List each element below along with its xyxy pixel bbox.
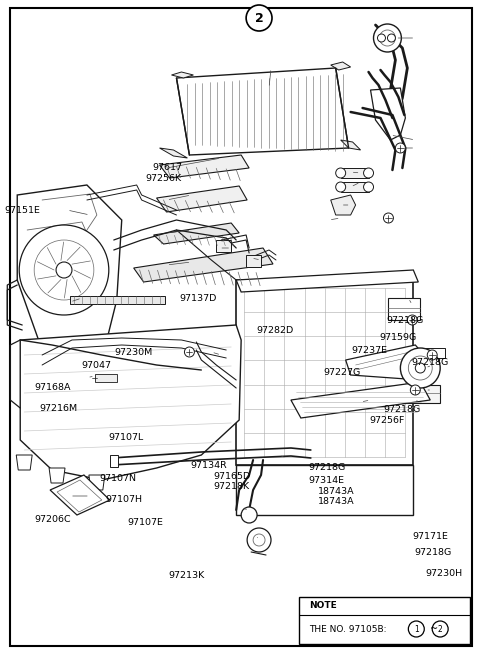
Circle shape	[253, 534, 265, 546]
Polygon shape	[20, 325, 241, 480]
Text: 97137D: 97137D	[180, 294, 217, 303]
Polygon shape	[291, 382, 430, 418]
Circle shape	[387, 34, 396, 42]
Circle shape	[34, 240, 94, 300]
Polygon shape	[17, 185, 122, 370]
Text: 97107N: 97107N	[99, 474, 136, 483]
Bar	[110, 455, 118, 467]
Circle shape	[432, 621, 448, 637]
Text: 97165D: 97165D	[214, 472, 251, 481]
Circle shape	[246, 5, 272, 31]
Text: 97213K: 97213K	[168, 571, 204, 580]
Circle shape	[380, 30, 396, 46]
Text: 97314E: 97314E	[308, 476, 344, 485]
Bar	[236, 465, 413, 515]
Bar	[95, 374, 117, 382]
Bar	[415, 348, 445, 358]
Circle shape	[241, 507, 257, 523]
Text: 97282D: 97282D	[256, 326, 293, 335]
Bar	[236, 280, 413, 465]
Text: 97168A: 97168A	[35, 383, 71, 392]
Polygon shape	[50, 475, 110, 515]
Text: 97047: 97047	[81, 361, 111, 370]
Circle shape	[19, 225, 109, 315]
Text: 97216M: 97216M	[40, 404, 78, 413]
Text: 2: 2	[438, 624, 443, 633]
Text: 97218G: 97218G	[386, 316, 423, 326]
Polygon shape	[156, 186, 247, 212]
Polygon shape	[171, 72, 193, 78]
Text: 1: 1	[414, 624, 419, 633]
Text: 97134R: 97134R	[190, 460, 227, 470]
Bar	[341, 182, 369, 192]
Polygon shape	[346, 345, 430, 380]
Text: 97218G: 97218G	[414, 548, 451, 557]
Bar	[341, 168, 369, 178]
Polygon shape	[133, 248, 273, 282]
Text: 97107L: 97107L	[108, 433, 143, 442]
Polygon shape	[341, 140, 360, 150]
Circle shape	[363, 168, 373, 178]
Polygon shape	[159, 155, 249, 178]
Text: ~: ~	[430, 624, 438, 634]
Polygon shape	[89, 475, 105, 490]
Text: 97218G: 97218G	[308, 463, 345, 472]
Circle shape	[408, 315, 417, 325]
Bar	[388, 298, 420, 320]
Polygon shape	[16, 455, 32, 470]
Bar	[70, 296, 165, 304]
Polygon shape	[49, 468, 65, 483]
Text: NOTE: NOTE	[309, 601, 336, 610]
Bar	[216, 240, 231, 252]
Bar	[400, 385, 440, 403]
Circle shape	[427, 350, 437, 360]
Polygon shape	[331, 62, 350, 70]
Text: 18743A: 18743A	[318, 487, 354, 496]
Circle shape	[373, 24, 401, 52]
Circle shape	[384, 213, 394, 223]
Text: 97227G: 97227G	[324, 367, 361, 377]
Polygon shape	[57, 480, 102, 512]
Polygon shape	[177, 68, 348, 155]
Polygon shape	[154, 223, 239, 244]
Text: 97230M: 97230M	[115, 348, 153, 357]
Circle shape	[184, 347, 194, 357]
Text: THE NO. 97105B:: THE NO. 97105B:	[309, 624, 389, 633]
Circle shape	[336, 182, 346, 192]
Circle shape	[408, 621, 424, 637]
Text: 97107E: 97107E	[128, 517, 164, 527]
Circle shape	[363, 182, 373, 192]
Polygon shape	[371, 88, 406, 140]
Circle shape	[410, 385, 420, 395]
Text: 2: 2	[255, 12, 264, 24]
Circle shape	[247, 528, 271, 552]
Circle shape	[408, 356, 432, 380]
Text: 97218K: 97218K	[214, 482, 250, 491]
Text: 97237E: 97237E	[351, 346, 387, 355]
Polygon shape	[159, 148, 187, 158]
Text: 97256F: 97256F	[369, 416, 405, 425]
Text: 97256K: 97256K	[146, 174, 182, 183]
Polygon shape	[331, 195, 356, 215]
Text: 97107H: 97107H	[106, 495, 143, 504]
Text: 97206C: 97206C	[35, 515, 72, 524]
Circle shape	[396, 143, 406, 153]
Bar	[299, 597, 470, 644]
Circle shape	[336, 168, 346, 178]
Text: 97171E: 97171E	[412, 532, 448, 541]
Text: 97218G: 97218G	[412, 358, 449, 367]
Circle shape	[56, 262, 72, 278]
Text: 18743A: 18743A	[318, 497, 354, 506]
Text: 97218G: 97218G	[383, 405, 420, 414]
Bar	[246, 255, 261, 267]
Text: 97230H: 97230H	[425, 569, 462, 578]
Circle shape	[400, 348, 440, 388]
Text: 97159G: 97159G	[380, 333, 417, 342]
Polygon shape	[236, 270, 418, 292]
Circle shape	[415, 363, 425, 373]
Circle shape	[377, 34, 385, 42]
Text: 97151E: 97151E	[4, 206, 40, 215]
Text: 97617: 97617	[152, 162, 182, 172]
